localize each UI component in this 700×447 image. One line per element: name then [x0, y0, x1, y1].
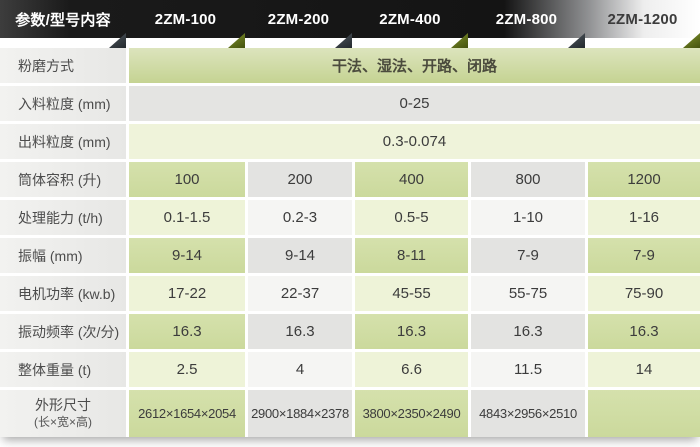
- cell-value: 16.3: [248, 314, 352, 349]
- cell-value: 2.5: [129, 352, 245, 387]
- cell-value: 0.2-3: [248, 200, 352, 235]
- row-label-discharge-size: 出料粒度 (mm): [0, 124, 126, 159]
- row-label-amplitude: 振幅 (mm): [0, 238, 126, 273]
- cell-value: 7-9: [471, 238, 585, 273]
- header-model-2zm-200: 2ZM-200: [245, 0, 352, 48]
- cell-value: 0.5-5: [355, 200, 468, 235]
- row-label-vibration-frequency: 振动频率 (次/分): [0, 314, 126, 349]
- corner-triangle-green-icon: [451, 33, 468, 48]
- header-model-text: 2ZM-800: [495, 10, 558, 28]
- cell-grinding-method: 干法、湿法、开路、闭路: [129, 48, 700, 83]
- cell-value: 1-10: [471, 200, 585, 235]
- row-label-cylinder-volume: 筒体容积 (升): [0, 162, 126, 197]
- corner-triangle-dark-icon: [568, 33, 585, 48]
- cell-value: 1-16: [588, 200, 700, 235]
- cell-value: 9-14: [248, 238, 352, 273]
- cell-value: 0.1-1.5: [129, 200, 245, 235]
- row-label-line2: (长×宽×高): [33, 414, 92, 429]
- row-label-motor-power: 电机功率 (kw.b): [0, 276, 126, 311]
- table-body: 粉磨方式 干法、湿法、开路、闭路 入料粒度 (mm) 0-25 出料粒度 (mm…: [0, 48, 700, 437]
- header-model-2zm-1200: 2ZM-1200: [585, 0, 700, 48]
- cell-feed-size: 0-25: [129, 86, 700, 121]
- corner-triangle-dark-icon: [335, 33, 352, 48]
- cell-value: 4843×2956×2510: [471, 390, 585, 437]
- header-model-text: 2ZM-200: [267, 10, 330, 28]
- cell-value: 9-14: [129, 238, 245, 273]
- cell-value: 16.3: [588, 314, 700, 349]
- cell-value: 14: [588, 352, 700, 387]
- cell-value: 22-37: [248, 276, 352, 311]
- spec-table: 参数/型号内容 2ZM-100 2ZM-200 2ZM-400 2ZM-800 …: [0, 0, 700, 437]
- row-label-feed-size: 入料粒度 (mm): [0, 86, 126, 121]
- cell-value-empty: [588, 390, 700, 437]
- cell-value: 800: [471, 162, 585, 197]
- header-param-label: 参数/型号内容: [0, 0, 126, 48]
- row-label-outline-dimensions: 外形尺寸 (长×宽×高): [0, 390, 126, 437]
- cell-value: 4: [248, 352, 352, 387]
- cell-value: 11.5: [471, 352, 585, 387]
- table-header: 参数/型号内容 2ZM-100 2ZM-200 2ZM-400 2ZM-800 …: [0, 0, 700, 48]
- cell-value: 200: [248, 162, 352, 197]
- cell-value: 16.3: [471, 314, 585, 349]
- cell-value: 100: [129, 162, 245, 197]
- header-model-2zm-800: 2ZM-800: [468, 0, 585, 48]
- cell-value: 55-75: [471, 276, 585, 311]
- corner-triangle-green-icon: [228, 33, 245, 48]
- row-label-capacity: 处理能力 (t/h): [0, 200, 126, 235]
- cell-value: 16.3: [129, 314, 245, 349]
- cell-value: 2612×1654×2054: [129, 390, 245, 437]
- cell-value: 400: [355, 162, 468, 197]
- header-param-text: 参数/型号内容: [15, 11, 111, 29]
- row-label-grinding-method: 粉磨方式: [0, 48, 126, 83]
- cell-value: 17-22: [129, 276, 245, 311]
- cell-value: 7-9: [588, 238, 700, 273]
- cell-discharge-size: 0.3-0.074: [129, 124, 700, 159]
- header-model-2zm-100: 2ZM-100: [126, 0, 245, 48]
- header-model-text: 2ZM-1200: [607, 10, 678, 28]
- cell-value: 3800×2350×2490: [355, 390, 468, 437]
- cell-value: 8-11: [355, 238, 468, 273]
- cell-value: 1200: [588, 162, 700, 197]
- corner-triangle-green-icon: [683, 33, 700, 48]
- cell-value: 45-55: [355, 276, 468, 311]
- row-label-total-weight: 整体重量 (t): [0, 352, 126, 387]
- header-model-text: 2ZM-400: [379, 10, 441, 28]
- header-model-2zm-400: 2ZM-400: [352, 0, 468, 48]
- cell-value: 16.3: [355, 314, 468, 349]
- row-label-line1: 外形尺寸: [35, 397, 91, 414]
- cell-value: 2900×1884×2378: [248, 390, 352, 437]
- cell-value: 75-90: [588, 276, 700, 311]
- header-model-text: 2ZM-100: [154, 10, 217, 28]
- cell-value: 6.6: [355, 352, 468, 387]
- corner-triangle-dark-icon: [109, 33, 126, 48]
